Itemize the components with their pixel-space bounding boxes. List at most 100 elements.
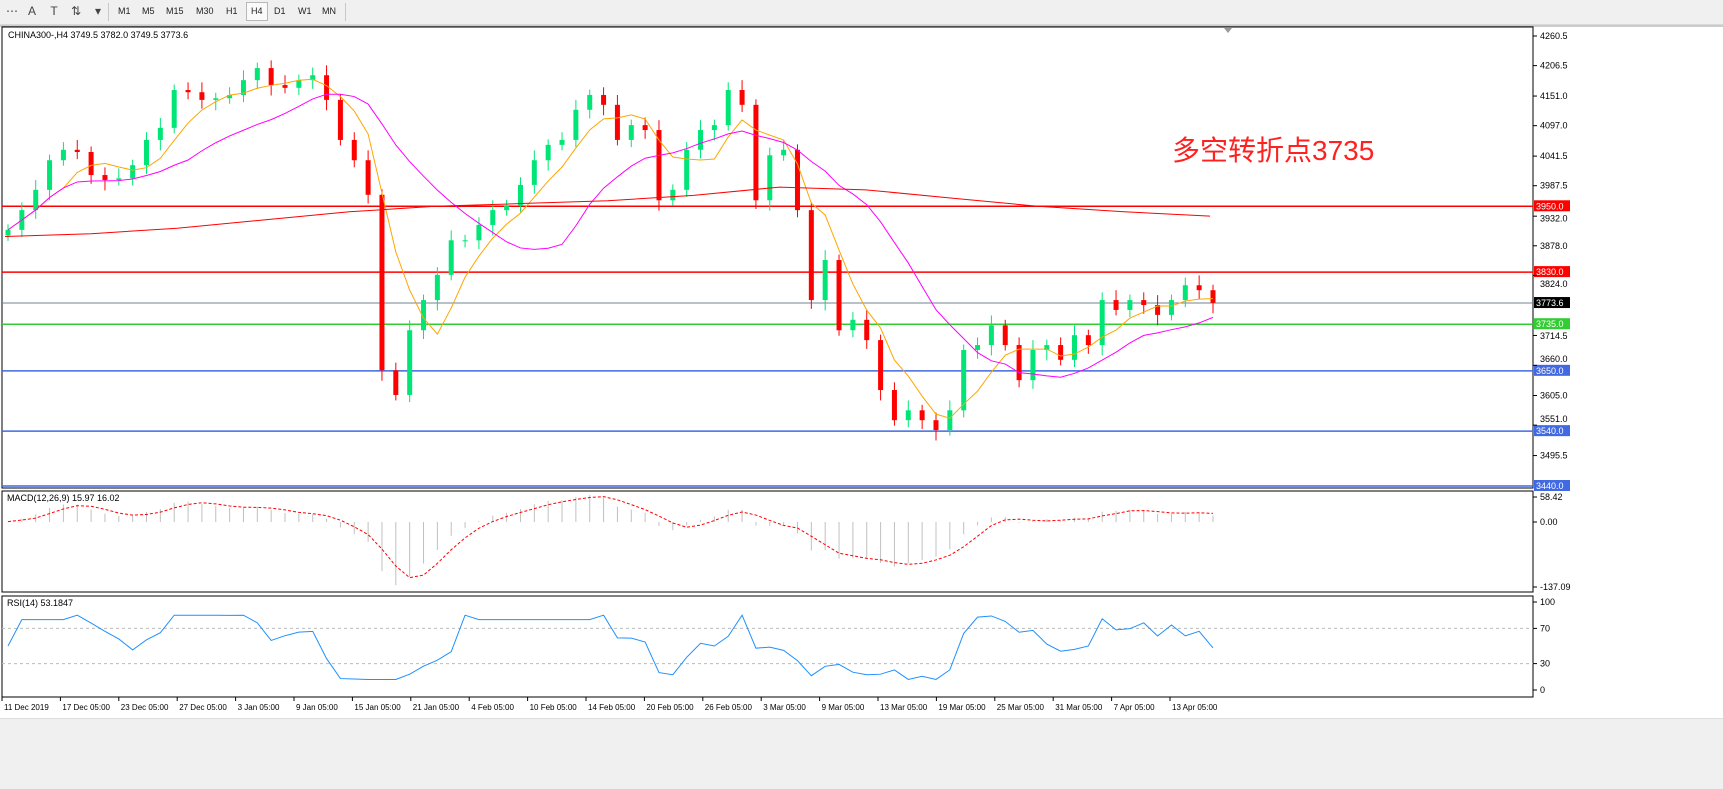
- candle-body: [88, 151, 94, 176]
- timeframe-m1-button[interactable]: M1: [118, 6, 131, 16]
- time-label: 10 Feb 05:00: [530, 703, 578, 712]
- candle-body: [1127, 300, 1133, 310]
- candle-body: [310, 75, 316, 81]
- candle-body: [587, 94, 593, 110]
- candle-body: [781, 149, 787, 156]
- candle-body: [268, 68, 274, 86]
- timeframe-m15-button[interactable]: M15: [166, 6, 184, 16]
- timeframe-h4-button[interactable]: H4: [246, 2, 268, 21]
- candle-body: [1016, 345, 1022, 381]
- time-label: 19 Mar 05:00: [938, 703, 986, 712]
- candle-body: [351, 139, 357, 161]
- time-label: 21 Jan 05:00: [413, 703, 460, 712]
- candle-body: [1058, 345, 1064, 360]
- macd-histogram: [7, 495, 1214, 586]
- candle-body: [365, 160, 371, 195]
- candle-body: [1099, 300, 1105, 346]
- price-tick-label: 3495.5: [1540, 451, 1568, 461]
- text-icon[interactable]: A: [27, 4, 36, 18]
- candle-body: [656, 130, 662, 201]
- rsi-tick-label: 0: [1540, 685, 1545, 695]
- time-label: 27 Dec 05:00: [179, 703, 227, 712]
- price-level-label: 3735.0: [1536, 319, 1564, 329]
- candle-body: [213, 98, 219, 100]
- price-level-badge: [1534, 266, 1570, 278]
- candles: [5, 60, 1216, 441]
- rsi-tick-label: 100: [1540, 597, 1555, 607]
- candle-body: [975, 345, 981, 350]
- candle-body: [296, 80, 302, 88]
- timeframe-mn-button[interactable]: MN: [322, 6, 336, 16]
- candle-body: [1155, 305, 1161, 315]
- candle-body: [240, 80, 246, 95]
- timeframe-h1-button[interactable]: H1: [226, 6, 238, 16]
- main-pane: [1, 26, 1534, 489]
- toolbar: ⋯ A T ⇅ ▾ M1 M5 M15 M30 H1 H4 D1 W1 MN: [0, 0, 1723, 25]
- time-label: 11 Dec 2019: [4, 703, 49, 712]
- text-label-icon[interactable]: T: [50, 4, 58, 18]
- candle-body: [33, 189, 39, 211]
- candle-body: [808, 210, 814, 301]
- candle-body: [282, 85, 288, 88]
- candle-body: [1196, 285, 1202, 291]
- price-tick-label: 3660.0: [1540, 354, 1568, 364]
- rsi-tick-label: 70: [1540, 623, 1550, 633]
- candle-body: [324, 75, 330, 100]
- price-chart[interactable]: 3950.0 3830.0 3773.6 3735.0 3650.0 3540.0 3440…: [0, 25, 1723, 718]
- price-level-badge: [1534, 318, 1570, 330]
- candle-body: [531, 160, 537, 185]
- candle-body: [711, 125, 717, 131]
- candle-body: [947, 410, 953, 431]
- price-level-badge: [1534, 425, 1570, 437]
- candle-body: [254, 68, 260, 81]
- candle-body: [642, 125, 648, 131]
- chevron-down-icon[interactable]: ▾: [94, 4, 102, 18]
- candle-body: [739, 90, 745, 105]
- candle-body: [337, 99, 343, 140]
- price-level-badge: [1534, 364, 1570, 376]
- fibo-fan-icon[interactable]: ⋯: [6, 4, 18, 18]
- price-level-badge: [1534, 480, 1570, 491]
- candle-body: [227, 94, 233, 99]
- arrows-icon[interactable]: ⇅: [70, 4, 82, 18]
- candle-body: [601, 94, 607, 105]
- candle-body: [1113, 300, 1119, 310]
- timeframe-m5-button[interactable]: M5: [142, 6, 155, 16]
- price-tick-label: 4206.5: [1540, 61, 1568, 71]
- candle-body: [1141, 300, 1147, 306]
- candle-body: [559, 139, 565, 145]
- candle-body: [462, 240, 468, 242]
- candle-body: [434, 274, 440, 301]
- toolbar-separator: [108, 3, 109, 21]
- candle-body: [490, 210, 496, 225]
- time-label: 20 Feb 05:00: [646, 703, 694, 712]
- time-label: 23 Dec 05:00: [121, 703, 169, 712]
- candle-body: [171, 90, 177, 128]
- price-level-label: 3540.0: [1536, 426, 1564, 436]
- candle-body: [684, 149, 690, 190]
- candle-body: [545, 144, 551, 161]
- price-level-label: 3830.0: [1536, 267, 1564, 277]
- candle-body: [116, 178, 122, 180]
- candle-body: [504, 205, 510, 211]
- timeframe-w1-button[interactable]: W1: [298, 6, 312, 16]
- macd-tick-label: -137.09: [1540, 582, 1571, 592]
- candle-body: [448, 240, 454, 275]
- time-label: 13 Apr 05:00: [1172, 703, 1218, 712]
- candle-body: [988, 325, 994, 346]
- time-label: 9 Mar 05:00: [822, 703, 865, 712]
- candle-body: [379, 194, 385, 371]
- candle-body: [725, 90, 731, 126]
- candle-body: [407, 330, 413, 395]
- price-level-badge: [1534, 200, 1570, 212]
- candle-body: [5, 229, 11, 236]
- time-label: 13 Mar 05:00: [880, 703, 928, 712]
- candle-body: [1210, 290, 1216, 303]
- timeframe-d1-button[interactable]: D1: [274, 6, 286, 16]
- candle-body: [1182, 285, 1188, 301]
- candle-body: [850, 319, 856, 331]
- candle-body: [878, 340, 884, 391]
- macd-tick-label: 0.00: [1540, 517, 1558, 527]
- price-tick-label: 3932.0: [1540, 213, 1568, 223]
- timeframe-m30-button[interactable]: M30: [196, 6, 214, 16]
